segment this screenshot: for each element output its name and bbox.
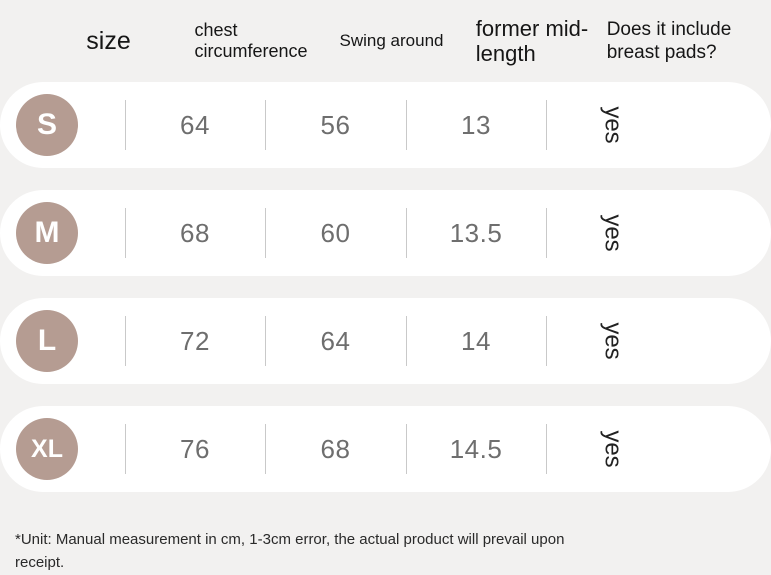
column-header-label: Swing around bbox=[339, 31, 444, 50]
column-divider bbox=[546, 424, 547, 474]
column-divider bbox=[125, 208, 126, 258]
column-header-label: former mid- bbox=[475, 16, 589, 41]
swing-around-value: 68 bbox=[320, 433, 351, 464]
table-row-s: S 64 56 13 yes bbox=[0, 82, 771, 168]
column-divider bbox=[406, 100, 407, 150]
size-badge: L bbox=[16, 310, 78, 372]
column-divider bbox=[406, 316, 407, 366]
unit-footnote: *Unit: Manual measurement in cm, 1-3cm e… bbox=[15, 531, 565, 572]
size-cell: XL bbox=[0, 418, 125, 480]
column-header-label: size bbox=[86, 26, 131, 55]
table-row-l: L 72 64 14 yes bbox=[0, 298, 771, 384]
breast-pads-cell: yes bbox=[546, 322, 680, 359]
size-badge: S bbox=[16, 94, 78, 156]
table-row-xl: XL 76 68 14.5 yes bbox=[0, 406, 771, 492]
table-row-m: M 68 60 13.5 yes bbox=[0, 190, 771, 276]
chest-circumference-value: 72 bbox=[180, 325, 210, 356]
column-divider bbox=[406, 208, 407, 258]
chest-circumference-value: 64 bbox=[180, 109, 210, 140]
breast-pads-cell: yes bbox=[546, 214, 680, 251]
column-divider bbox=[125, 424, 126, 474]
column-divider bbox=[265, 208, 266, 258]
swing-around-value: 56 bbox=[320, 109, 351, 140]
column-header-label: breast pads? bbox=[606, 42, 717, 63]
table-header: size chest circumference Swing around fo… bbox=[56, 0, 736, 82]
size-cell: S bbox=[0, 94, 125, 156]
former-mid-length-value: 13.5 bbox=[449, 217, 503, 248]
former-mid-length-value: 14 bbox=[461, 325, 491, 356]
column-header-label: circumference bbox=[194, 41, 308, 61]
size-cell: M bbox=[0, 202, 125, 264]
column-divider bbox=[125, 316, 126, 366]
former-mid-length-value: 13 bbox=[461, 109, 491, 140]
column-divider bbox=[265, 316, 266, 366]
chest-circumference-value: 68 bbox=[180, 217, 210, 248]
column-divider bbox=[546, 208, 547, 258]
breast-pads-value: yes bbox=[599, 214, 627, 252]
column-header-label: length bbox=[475, 41, 536, 66]
column-header-breast-pads: Does it include breast pads? bbox=[602, 18, 736, 64]
column-header-label: chest bbox=[194, 20, 238, 40]
breast-pads-value: yes bbox=[599, 430, 627, 468]
size-cell: L bbox=[0, 310, 125, 372]
swing-around-value: 60 bbox=[320, 217, 351, 248]
column-header-label: Does it include bbox=[606, 19, 732, 40]
column-divider bbox=[265, 424, 266, 474]
breast-pads-value: yes bbox=[599, 106, 627, 144]
column-divider bbox=[406, 424, 407, 474]
size-badge: M bbox=[16, 202, 78, 264]
breast-pads-cell: yes bbox=[546, 430, 680, 467]
column-header-former-mid-length: former mid- length bbox=[462, 16, 602, 66]
column-divider bbox=[125, 100, 126, 150]
swing-around-value: 64 bbox=[320, 325, 351, 356]
former-mid-length-value: 14.5 bbox=[449, 433, 503, 464]
column-divider bbox=[265, 100, 266, 150]
column-divider bbox=[546, 316, 547, 366]
breast-pads-cell: yes bbox=[546, 106, 680, 143]
breast-pads-value: yes bbox=[599, 322, 627, 360]
column-divider bbox=[546, 100, 547, 150]
size-badge: XL bbox=[16, 418, 78, 480]
column-header-swing-around: Swing around bbox=[321, 31, 462, 51]
column-header-chest-circumference: chest circumference bbox=[181, 20, 321, 62]
chest-circumference-value: 76 bbox=[180, 433, 210, 464]
column-header-size: size bbox=[56, 27, 181, 56]
